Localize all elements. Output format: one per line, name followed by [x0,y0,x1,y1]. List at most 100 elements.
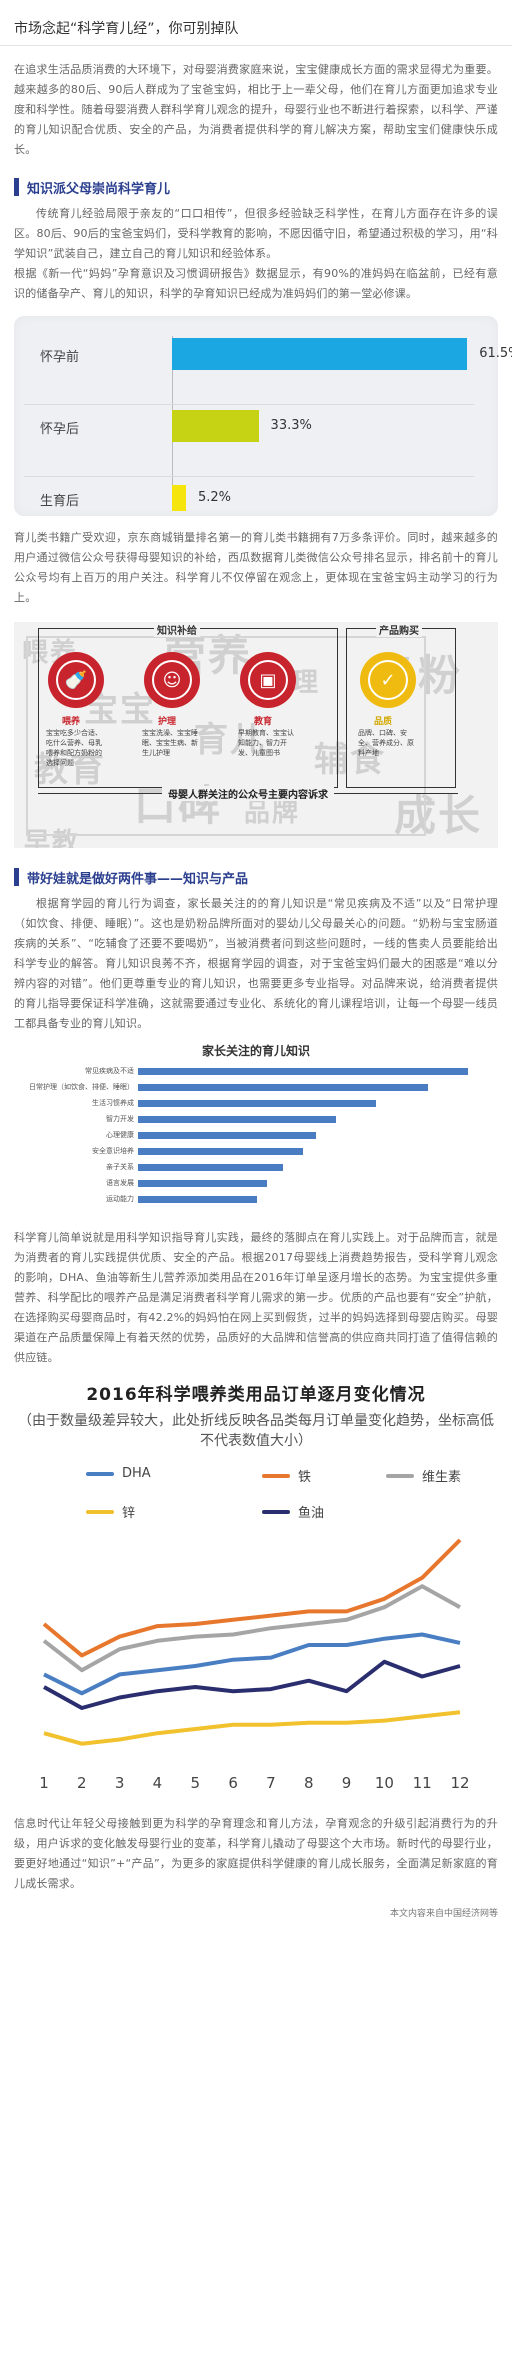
data-bar [172,485,186,511]
closing-paragraph: 信息时代让年轻父母接触到更为科学的孕育理念和育儿方法，孕育观念的升级引起消费行为… [14,1817,498,1890]
concern-chart-title: 家长关注的育儿知识 [201,1044,310,1058]
article-title: 市场念起“科学育儿经”，你可别掉队 [14,21,239,37]
legend-swatch [386,1473,414,1478]
x-tick-label: 8 [304,1774,314,1792]
data-bar [172,410,259,442]
care-circle: ☺ [144,652,200,708]
quality-icon: ✓ [368,660,408,700]
section1-heading: 知识派父母崇尚科学育儿 [0,176,512,198]
concern-bar [138,1147,303,1155]
concern-bar [138,1083,429,1091]
concern-label: 亲子关系 [106,1163,134,1171]
x-tick-label: 5 [190,1774,200,1792]
word-cloud-text: 早教 [24,828,81,848]
monthly-plot: 1 2 3 4 5 6 7 8 9 10 11 12 [39,1538,470,1792]
legend-label: DHA [122,1466,151,1481]
legend-label: 维生素 [422,1470,462,1485]
data-bar [172,338,468,370]
x-tick-label: 7 [266,1774,276,1792]
word-cloud-text: 教育 [34,750,106,790]
heading-accent-bar [14,178,19,196]
item-note: 宝宝洗澡、宝宝睡眠、宝宝生病、新生儿护理 [142,729,198,757]
parents-content-figure: 喂养宝宝营养护理教育口碑品牌辅食奶粉早教育儿成长知识补给产品购买🍼喂养宝宝吃多少… [14,622,498,848]
x-tick-label: 6 [228,1774,238,1792]
legend-item: 锌 [86,1502,135,1521]
concern-label: 智力开发 [106,1115,134,1123]
section1-paragraph-1: 传统育儿经验局限于亲友的“口口相传”，但很多经验缺乏科学性，在育儿方面存在许多的… [14,207,498,260]
monthly-chart-subtitle: （由于数量级差异较大，此处折线反映各品类每月订单量变化趋势，坐标高低不代表数值大… [18,1413,494,1449]
item-label: 护理 [158,717,177,727]
legend-item: DHA [86,1466,151,1481]
intro-paragraph: 在追求生活品质消费的大环境下，对母婴消费家庭来说，宝宝健康成长方面的需求显得尤为… [14,63,498,156]
footer-text: 母婴人群关注的公众号主要内容诉求 [162,785,334,801]
concern-bar [138,1195,257,1203]
concern-row: 常见疾病及不适 [14,1066,468,1076]
series-line [43,1710,461,1746]
monthly-line-chart: 2016年科学喂养类用品订单逐月变化情况 （由于数量级差异较大，此处折线反映各品… [14,1380,498,1800]
legend-swatch [262,1509,290,1514]
x-tick-label: 1 [39,1774,49,1792]
series-line [42,1584,461,1673]
concern-label: 运动能力 [106,1195,134,1203]
x-tick-label: 2 [77,1774,87,1792]
monthly-chart-title: 2016年科学喂养类用品订单逐月变化情况 [86,1385,426,1405]
section2-heading-text: 带好娃就是做好两件事——知识与产品 [27,871,249,887]
concern-row: 运动能力 [14,1194,257,1204]
series-line [43,1632,461,1696]
category-label: 怀孕后 [40,422,80,437]
concern-label: 语言发展 [106,1179,134,1187]
word-cloud-text: 辅食 [314,740,386,780]
concern-row: 心理健康 [14,1130,317,1140]
stage-bar-chart: 怀孕前 61.5% 怀孕后 33.3% 生育后 5.2% [14,316,512,516]
data-label: 5.2% [198,490,232,505]
figure-footer: 母婴人群关注的公众号主要内容诉求 [38,782,458,804]
concern-bar [138,1131,317,1139]
series-line [43,1659,461,1710]
data-label: 61.5% [479,346,512,361]
legend-item: 铁 [262,1466,311,1485]
quality-circle: ✓ [360,652,416,708]
legend-swatch [262,1473,290,1478]
concern-row: 智力开发 [14,1114,336,1124]
item-note: 品牌、口碑、安全、营养成分、原料产地 [358,729,414,757]
concern-label: 日常护理（如饮食、排便、睡眠） [29,1083,134,1091]
concern-row: 日常护理（如饮食、排便、睡眠） [14,1082,429,1092]
education-icon: ▣ [248,660,288,700]
product-box [346,628,456,788]
item-note: 早期教育、宝宝认知能力、智力开发、儿童图书 [238,729,294,757]
section2-paragraph-2: 科学育儿简单说就是用科学知识指导育儿实践，最终的落脚点在育儿实践上。对于品牌而言… [14,1231,498,1364]
x-tick-label: 10 [375,1774,394,1792]
word-cloud-text: 育儿 [194,720,266,760]
legend-label: 铁 [298,1470,312,1485]
concern-label: 常见疾病及不适 [85,1067,134,1075]
section1-paragraph-3: 育儿类书籍广受欢迎，京东商城销量排名第一的育儿类书籍拥有7万多条评价。同时，越来… [14,531,498,604]
series-line [42,1538,462,1658]
legend-label: 锌 [122,1506,136,1521]
data-label: 33.3% [270,418,312,433]
category-label: 生育后 [40,494,80,509]
product-header: 产品购买 [376,622,422,637]
legend-swatch [86,1471,114,1476]
figure-frame [26,636,426,836]
x-tick-label: 4 [153,1774,163,1792]
row-divider [24,404,474,405]
item-label: 教育 [254,717,273,727]
feeding-circle: 🍼 [48,652,104,708]
section2-paragraph-1: 根据育学园的育儿行为调查，家长最关注的的育儿知识是“常见疾病及不适”以及“日常护… [14,897,498,1030]
legend-item: 维生素 [386,1466,461,1485]
legend-label: 鱼油 [298,1506,325,1521]
feeding-icon: 🍼 [56,660,96,700]
article-title-bar: 市场念起“科学育儿经”，你可别掉队 [0,0,512,46]
concern-bar [138,1163,284,1171]
concern-bar [138,1099,376,1107]
concern-bar [138,1179,267,1187]
category-label: 怀孕前 [40,350,80,365]
heading-accent-bar [14,868,19,886]
word-cloud-text: 成长 [394,791,483,840]
section1-heading-text: 知识派父母崇尚科学育儿 [27,181,171,197]
concern-label: 安全意识培养 [92,1147,134,1155]
legend-item: 鱼油 [262,1502,324,1521]
item-label: 喂养 [62,717,81,727]
knowledge-header: 知识补给 [154,622,200,637]
